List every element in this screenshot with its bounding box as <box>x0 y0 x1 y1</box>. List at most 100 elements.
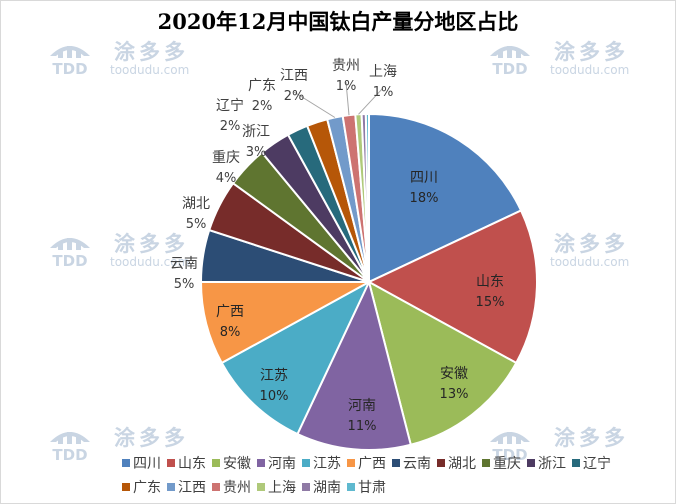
watermark: TDD 涂多多 toodudu.com <box>484 34 676 84</box>
legend-label: 广东 <box>133 480 161 496</box>
watermark-url: toodudu.com <box>550 255 630 269</box>
chart-title: 2020年12月中国钛白产量分地区占比 <box>157 9 519 34</box>
legend-swatch <box>302 483 310 491</box>
legend-swatch <box>482 459 490 467</box>
watermark: TDD 涂多多 <box>44 420 254 470</box>
slice-label-value: 5% <box>186 217 207 232</box>
legend-item: 四川 <box>122 452 161 476</box>
legend-label: 湖南 <box>313 480 341 496</box>
legend-label: 安徽 <box>223 456 251 472</box>
slice-label-value: 4% <box>216 171 237 186</box>
tdd-logo-icon: TDD <box>50 46 90 76</box>
tdd-logo-icon: TDD <box>50 432 90 462</box>
legend-item: 重庆 <box>482 452 521 476</box>
slice-label-value: 10% <box>260 389 289 404</box>
pie-slice-安徽 <box>367 280 518 446</box>
logo-text: TDD <box>52 252 87 268</box>
slice-label-name: 上海 <box>369 64 397 80</box>
legend-swatch <box>122 459 130 467</box>
legend-item: 浙江 <box>527 452 566 476</box>
slice-label-name: 浙江 <box>242 124 270 140</box>
legend-swatch <box>167 459 175 467</box>
slice-label-name: 江西 <box>280 68 308 84</box>
legend-swatch <box>302 459 310 467</box>
legend-label: 上海 <box>268 480 296 496</box>
watermark-url: toodudu.com <box>550 63 630 77</box>
pie-slice-四川 <box>368 112 523 284</box>
logo-text: TDD <box>52 60 87 76</box>
slice-label-name: 江苏 <box>260 368 288 384</box>
slice-label-value: 11% <box>348 419 377 434</box>
watermark-cn: 涂多多 <box>554 232 629 256</box>
watermark-cn: 涂多多 <box>114 426 189 450</box>
watermark-cn: 涂多多 <box>114 40 189 64</box>
slice-label-name: 贵州 <box>332 58 360 74</box>
legend-item: 湖南 <box>302 476 341 500</box>
slice-label-value: 2% <box>284 89 305 104</box>
slice-label-value: 15% <box>476 295 505 310</box>
legend-item: 河南 <box>257 452 296 476</box>
slice-label-value: 5% <box>174 277 195 292</box>
watermark-cn: 涂多多 <box>114 232 189 256</box>
watermark: TDD 涂多多 <box>484 420 676 470</box>
legend-swatch <box>257 459 265 467</box>
logo-text: TDD <box>492 446 527 462</box>
legend-label: 山东 <box>178 456 206 472</box>
legend-label: 重庆 <box>493 456 521 472</box>
watermark-cn: 涂多多 <box>554 426 629 450</box>
slice-label-name: 河南 <box>348 398 376 414</box>
leader-line <box>345 81 350 116</box>
legend-swatch <box>347 483 355 491</box>
legend-item: 甘肃 <box>347 476 386 500</box>
slice-label-name: 重庆 <box>212 150 240 166</box>
legend-item: 湖北 <box>437 452 476 476</box>
slice-label-name: 云南 <box>170 256 198 272</box>
slice-label-name: 安徽 <box>440 366 468 382</box>
slice-label-value: 2% <box>220 119 241 134</box>
watermark-url: toodudu.com <box>110 255 190 269</box>
slice-label-name: 广东 <box>248 78 276 94</box>
legend-item: 上海 <box>257 476 296 500</box>
watermark-cn: 涂多多 <box>554 40 629 64</box>
tdd-logo-icon: TDD <box>490 432 530 462</box>
legend-swatch <box>392 459 400 467</box>
pie-slice-江苏 <box>220 279 372 436</box>
slice-label-name: 辽宁 <box>216 97 244 114</box>
leader-line <box>293 91 336 118</box>
slice-label-value: 8% <box>220 325 241 340</box>
slice-label-value: 1% <box>336 79 357 94</box>
legend-item: 江西 <box>167 476 206 500</box>
slice-label-value: 2% <box>252 99 273 114</box>
legend-swatch <box>527 459 535 467</box>
legend-label: 贵州 <box>223 480 251 496</box>
legend-item: 江苏 <box>302 452 341 476</box>
slice-label-value: 3% <box>246 145 267 160</box>
legend-swatch <box>437 459 445 467</box>
slice-label-value: 18% <box>410 191 439 206</box>
legend-swatch <box>212 459 220 467</box>
legend-swatch <box>212 483 220 491</box>
legend-swatch <box>347 459 355 467</box>
legend-swatch <box>122 483 130 491</box>
slice-label-name: 山东 <box>476 274 504 290</box>
leader-line <box>358 87 384 115</box>
legend-label: 湖北 <box>448 456 476 472</box>
slice-label-value: 13% <box>440 387 469 402</box>
legend-item: 山东 <box>167 452 206 476</box>
legend-item: 辽宁 <box>572 452 611 476</box>
legend-swatch <box>257 483 265 491</box>
pie-slice-甘肃 <box>364 112 370 283</box>
legend-item: 云南 <box>392 452 431 476</box>
legend-label: 河南 <box>268 456 296 472</box>
legend-label: 云南 <box>403 456 431 472</box>
legend-item: 广西 <box>347 452 386 476</box>
slice-label-name: 广西 <box>216 304 244 320</box>
tdd-logo-icon: TDD <box>490 46 530 76</box>
legend-label: 江苏 <box>313 456 341 472</box>
logo-text: TDD <box>52 446 87 462</box>
legend-item: 广东 <box>122 476 161 500</box>
legend-label: 四川 <box>133 456 161 472</box>
logo-text: TDD <box>492 60 527 76</box>
pie-slice-山东 <box>366 209 538 365</box>
